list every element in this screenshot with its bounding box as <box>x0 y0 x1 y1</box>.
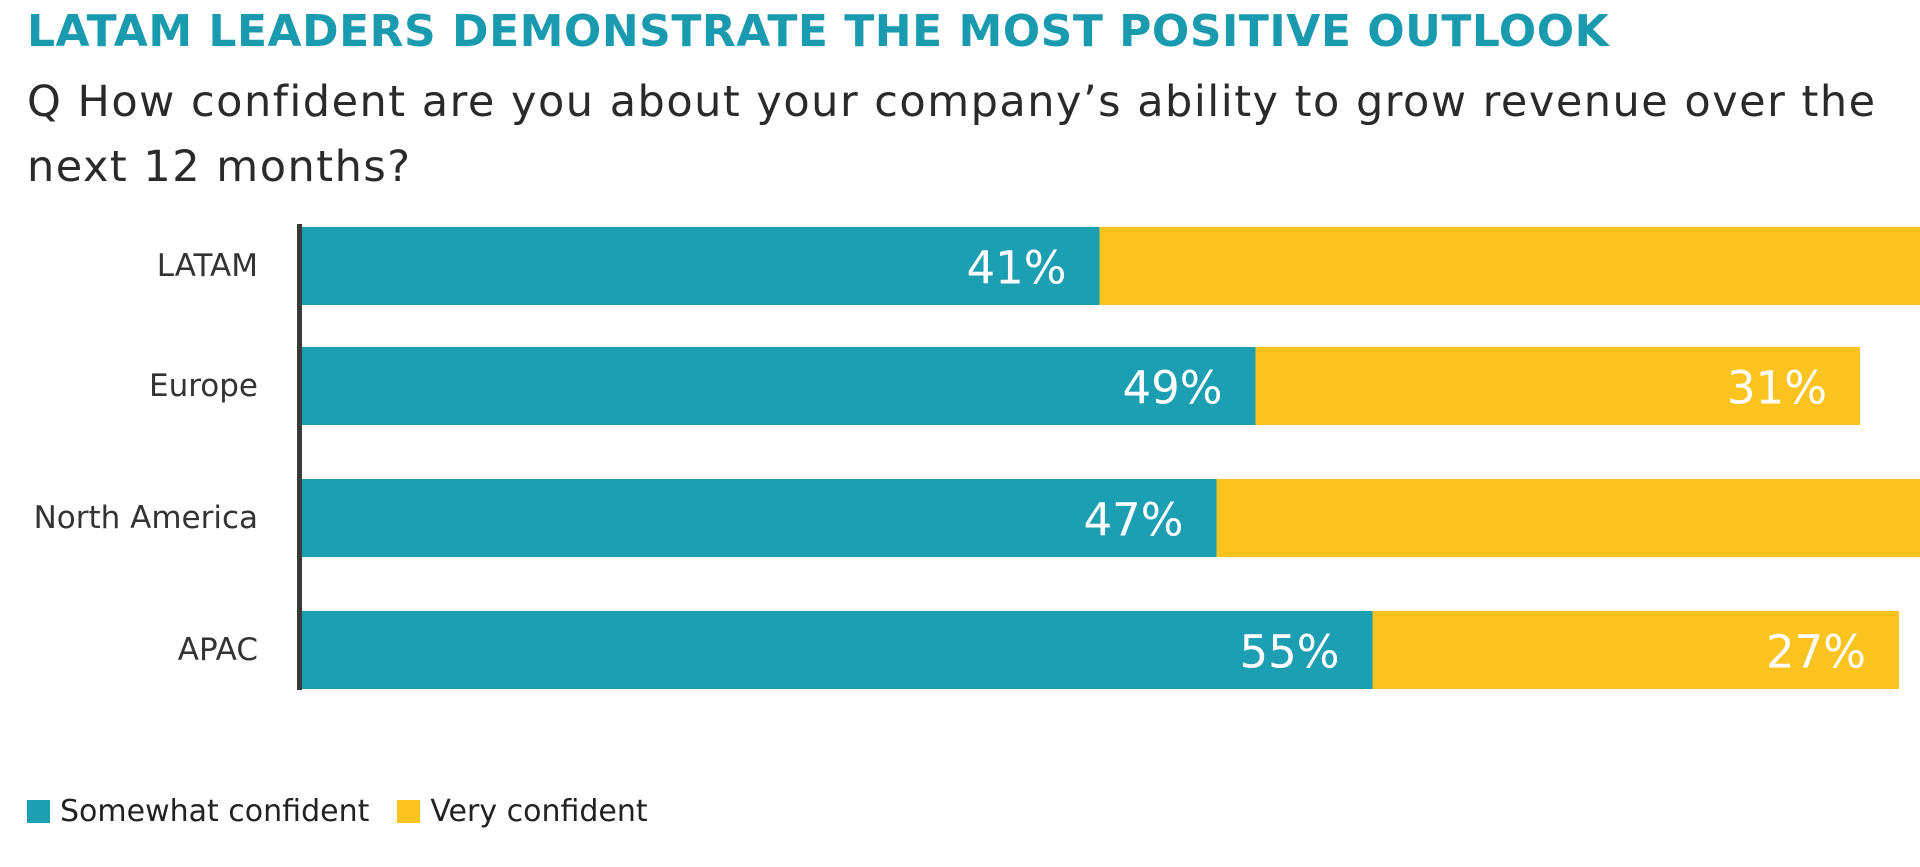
bar-very-apac <box>1372 611 1899 689</box>
legend-item-very: Very confident <box>397 794 648 829</box>
legend-label-very: Very confident <box>430 794 648 829</box>
bar-somewhat-europe <box>300 347 1256 425</box>
value-label-somewhat-north-america: 47% <box>1083 494 1183 547</box>
value-label-somewhat-apac: 55% <box>1239 626 1339 679</box>
chart-title: LATAM LEADERS DEMONSTRATE THE MOST POSIT… <box>27 6 1610 57</box>
legend-label-somewhat: Somewhat confident <box>60 794 370 829</box>
chart-subtitle: Q How confident are you about your compa… <box>27 77 1877 192</box>
category-label-latam: LATAM <box>157 248 258 284</box>
legend-swatch-very <box>397 800 421 823</box>
bar-somewhat-north-america <box>300 479 1217 557</box>
bar-very-north-america <box>1216 479 1920 557</box>
category-label-apac: APAC <box>178 632 258 668</box>
legend-item-somewhat: Somewhat confident <box>27 794 369 829</box>
value-label-somewhat-europe: 49% <box>1122 362 1222 415</box>
bar-very-latam <box>1099 227 1920 305</box>
bar-somewhat-latam <box>300 227 1100 305</box>
bar-somewhat-apac <box>300 611 1373 689</box>
category-label-europe: Europe <box>149 368 258 404</box>
legend: Somewhat confident Very confident <box>27 794 676 829</box>
value-label-very-europe: 31% <box>1727 362 1827 415</box>
category-label-north-america: North America <box>34 500 258 536</box>
bar-very-europe <box>1255 347 1860 425</box>
value-label-very-apac: 27% <box>1766 626 1866 679</box>
value-label-somewhat-latam: 41% <box>966 242 1066 295</box>
y-axis-line <box>297 224 302 690</box>
legend-swatch-somewhat <box>27 800 50 823</box>
